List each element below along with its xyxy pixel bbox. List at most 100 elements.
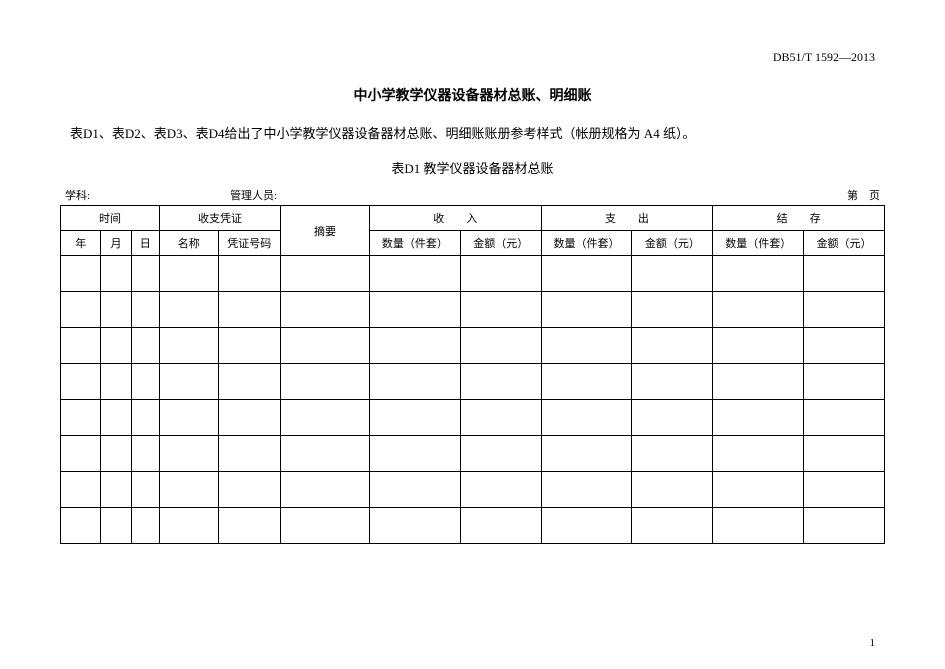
table-cell <box>460 508 541 544</box>
table-cell <box>131 472 159 508</box>
header-voucher: 收支凭证 <box>159 206 280 231</box>
table-cell <box>713 472 804 508</box>
col-day: 日 <box>131 231 159 256</box>
table-cell <box>281 508 370 544</box>
table-cell <box>218 364 281 400</box>
table-cell <box>281 364 370 400</box>
table-cell <box>369 508 460 544</box>
table-row <box>61 436 885 472</box>
table-cell <box>804 400 885 436</box>
table-cell <box>61 436 101 472</box>
table-cell <box>541 328 632 364</box>
intro-text: 表D1、表D2、表D3、表D4给出了中小学教学仪器设备器材总账、明细账账册参考样… <box>60 123 885 142</box>
table-cell <box>369 364 460 400</box>
table-cell <box>460 400 541 436</box>
table-cell <box>804 292 885 328</box>
table-cell <box>281 436 370 472</box>
table-cell <box>632 328 713 364</box>
meta-row: 学科: 管理人员: 第 页 <box>60 187 885 203</box>
table-cell <box>369 256 460 292</box>
meta-subject-label: 学科: <box>65 187 90 203</box>
table-cell <box>159 472 218 508</box>
table-cell <box>713 292 804 328</box>
document-number: DB51/T 1592—2013 <box>60 50 885 65</box>
table-cell <box>713 256 804 292</box>
header-row-2: 年 月 日 名称 凭证号码 数量（件套） 金额（元） 数量（件套） 金额（元） … <box>61 231 885 256</box>
table-cell <box>159 508 218 544</box>
table-cell <box>61 508 101 544</box>
table-cell <box>131 256 159 292</box>
table-cell <box>541 400 632 436</box>
table-row <box>61 328 885 364</box>
table-cell <box>131 364 159 400</box>
table-cell <box>541 256 632 292</box>
table-cell <box>804 328 885 364</box>
table-cell <box>61 292 101 328</box>
header-income: 收 入 <box>369 206 541 231</box>
table-cell <box>159 256 218 292</box>
table-cell <box>369 436 460 472</box>
table-cell <box>61 364 101 400</box>
table-cell <box>804 364 885 400</box>
table-cell <box>101 292 131 328</box>
table-cell <box>281 328 370 364</box>
table-cell <box>131 292 159 328</box>
header-balance: 结 存 <box>713 206 885 231</box>
table-cell <box>101 328 131 364</box>
table-cell <box>131 508 159 544</box>
table-cell <box>804 256 885 292</box>
header-time: 时间 <box>61 206 160 231</box>
table-cell <box>61 256 101 292</box>
table-cell <box>281 256 370 292</box>
meta-page-label: 第 页 <box>847 187 880 203</box>
table-cell <box>131 400 159 436</box>
table-cell <box>131 436 159 472</box>
table-row <box>61 400 885 436</box>
table-cell <box>632 400 713 436</box>
header-expense: 支 出 <box>541 206 713 231</box>
table-cell <box>460 328 541 364</box>
col-voucher-no: 凭证号码 <box>218 231 281 256</box>
table-cell <box>632 436 713 472</box>
table-row <box>61 256 885 292</box>
table-cell <box>218 292 281 328</box>
table-cell <box>804 436 885 472</box>
header-row-1: 时间 收支凭证 摘要 收 入 支 出 结 存 <box>61 206 885 231</box>
table-cell <box>159 400 218 436</box>
table-cell <box>281 472 370 508</box>
col-expense-qty: 数量（件套） <box>541 231 632 256</box>
table-cell <box>101 256 131 292</box>
table-body <box>61 256 885 544</box>
table-cell <box>218 508 281 544</box>
table-cell <box>713 436 804 472</box>
table-cell <box>101 436 131 472</box>
table-cell <box>632 292 713 328</box>
table-row <box>61 508 885 544</box>
main-title: 中小学教学仪器设备器材总账、明细账 <box>60 85 885 105</box>
table-cell <box>159 436 218 472</box>
table-cell <box>218 436 281 472</box>
col-income-amount: 金额（元） <box>460 231 541 256</box>
table-cell <box>541 508 632 544</box>
table-cell <box>541 292 632 328</box>
table-cell <box>541 436 632 472</box>
table-cell <box>713 400 804 436</box>
table-cell <box>218 472 281 508</box>
table-cell <box>281 292 370 328</box>
col-month: 月 <box>101 231 131 256</box>
table-row <box>61 364 885 400</box>
table-row <box>61 472 885 508</box>
table-cell <box>61 400 101 436</box>
table-cell <box>460 256 541 292</box>
table-cell <box>713 328 804 364</box>
table-cell <box>159 328 218 364</box>
ledger-table: 时间 收支凭证 摘要 收 入 支 出 结 存 年 月 日 名称 凭证号码 数量（… <box>60 205 885 544</box>
table-cell <box>632 472 713 508</box>
col-balance-amount: 金额（元） <box>804 231 885 256</box>
col-name: 名称 <box>159 231 218 256</box>
table-cell <box>369 400 460 436</box>
table-cell <box>101 400 131 436</box>
table-cell <box>218 400 281 436</box>
table-cell <box>218 328 281 364</box>
table-cell <box>131 328 159 364</box>
